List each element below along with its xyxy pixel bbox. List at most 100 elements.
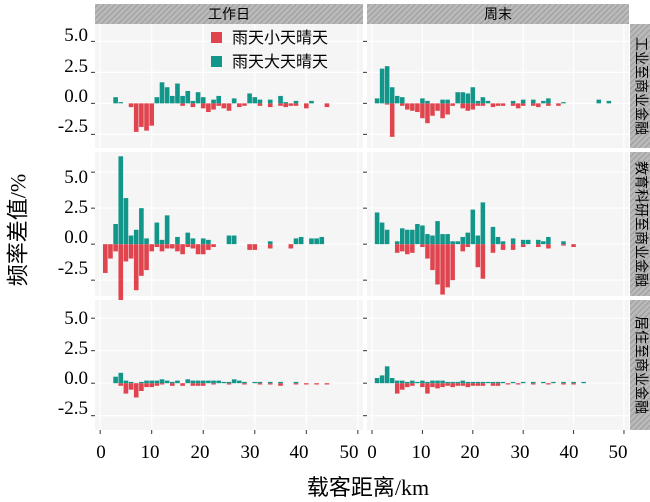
bar-r3c2-s1-x8 (410, 383, 415, 386)
bar-r3c2-s1-x13 (435, 383, 440, 389)
bar-r3c2-s2-x23 (485, 381, 491, 384)
bar-r2c2-s2-x13 (435, 221, 440, 245)
bar-r3c2-s2-x24 (490, 381, 496, 384)
y-axis-title: 频率差值/% (6, 174, 31, 286)
x-tick-label-c2-30: 30 (511, 442, 530, 463)
bar-r2c1-s2-x17 (185, 232, 191, 245)
bar-r2c2-s2-x30 (520, 239, 526, 245)
bar-r1c2-s2-x17 (455, 92, 460, 104)
bar-r1c2-s1-x24 (490, 103, 496, 108)
bar-r2c2-s2-x11 (425, 234, 430, 245)
legend-label-heavy-rain: 雨天大天晴天 (232, 53, 328, 71)
bar-r1c1-s2-x18 (190, 100, 196, 104)
strip-label-row-3: 居住至商业金融 (633, 316, 649, 414)
bar-r3c2-s1-x15 (445, 383, 450, 386)
bar-r1c2-s1-x12 (430, 103, 435, 116)
y-tick-label-r1-5: 5.0 (64, 25, 88, 46)
bar-r1c1-s2-x3 (113, 97, 118, 104)
strip-label-row-1: 工业至商业金融 (633, 37, 649, 135)
bar-r1c1-s1-x10 (149, 103, 155, 126)
bar-r2c2-s2-x3 (384, 229, 390, 245)
bar-r2c1-s1-x18 (190, 244, 196, 249)
bar-r3c1-s1-x11 (154, 383, 160, 386)
bar-r2c2-s1-x13 (435, 244, 440, 285)
bar-r3c1-s2-x15 (175, 380, 180, 384)
bar-r2c2-s1-x22 (480, 244, 486, 279)
strip-row-3 (630, 300, 650, 430)
bar-r3c1-s2-x31 (257, 381, 263, 384)
bar-r2c1-s1-x17 (185, 244, 191, 248)
bar-r3c2-s2-x17 (455, 381, 460, 384)
bar-r3c2-s2-x9 (415, 381, 420, 384)
bar-r2c2-s1-x26 (500, 244, 506, 250)
bar-r1c2-s1-x6 (400, 103, 405, 106)
bar-r1c2-s2-x11 (425, 100, 430, 104)
bar-r1c2-s1-x22 (480, 103, 486, 106)
bar-r1c1-s1-x37 (288, 103, 294, 106)
bar-r1c2-s2-x18 (460, 92, 465, 104)
x-tick-label-c2-10: 10 (412, 442, 431, 463)
bar-r1c1-s2-x4 (118, 102, 124, 104)
bar-r2c2-s2-x21 (475, 235, 481, 245)
bar-r1c1-s1-x18 (190, 103, 196, 108)
bar-r3c2-s1-x7 (405, 383, 410, 388)
bar-r2c1-s2-x42 (314, 238, 319, 245)
bar-r2c1-s2-x15 (175, 236, 180, 245)
bar-r1c1-s1-x7 (133, 103, 139, 132)
y-tick-label-r2-5: 5.0 (64, 167, 88, 188)
bar-r3c2-s2-x13 (435, 380, 440, 384)
bar-r3c1-s1-x42 (314, 383, 319, 385)
bar-r1c2-s1-x3 (384, 103, 390, 105)
strip-col-1 (95, 4, 363, 24)
bar-r2c2-s2-x17 (455, 241, 460, 245)
bar-r2c2-s2-x1 (374, 212, 380, 245)
bar-r1c2-s1-x4 (389, 103, 395, 137)
bar-r1c1-s1-x22 (211, 103, 216, 110)
bar-r1c2-s1-x21 (475, 103, 481, 106)
bar-r1c1-s2-x41 (309, 100, 314, 104)
bar-r2c2-s1-x11 (425, 244, 430, 259)
bar-r1c2-s2-x35 (546, 98, 551, 104)
bar-r1c2-s1-x26 (500, 103, 506, 106)
y-tick-label-r3-0: 0.0 (64, 368, 88, 389)
bar-r2c2-s2-x7 (405, 229, 410, 245)
bar-r3c1-s2-x27 (236, 380, 242, 384)
bar-r3c1-s1-x16 (180, 383, 185, 386)
bar-r3c2-s2-x10 (420, 380, 425, 384)
bar-r3c2-s2-x38 (561, 381, 566, 384)
bar-r3c2-s1-x17 (455, 383, 460, 386)
bar-r2c2-s1-x12 (430, 244, 435, 271)
bar-r1c2-s2-x15 (445, 99, 450, 104)
bar-r2c1-s1-x4 (118, 244, 124, 304)
bar-r2c1-s2-x26 (231, 235, 237, 245)
bar-r1c1-s1-x28 (242, 103, 247, 106)
bar-r1c1-s1-x38 (293, 103, 299, 106)
bar-r1c1-s2-x23 (216, 95, 222, 104)
bar-r2c1-s1-x20 (200, 244, 206, 255)
bar-r1c2-s2-x1 (374, 98, 380, 104)
bar-r3c1-s2-x22 (211, 380, 216, 384)
bar-r3c1-s2-x19 (195, 380, 201, 384)
bar-r3c2-s1-x11 (425, 383, 430, 394)
bar-r1c1-s2-x13 (164, 87, 170, 104)
bar-r2c1-s2-x9 (144, 238, 149, 245)
y-tick-label-r2-neg-2-5: -2.5 (58, 258, 88, 279)
bar-r2c2-s1-x10 (420, 244, 425, 248)
bar-r3c2-s2-x15 (445, 381, 450, 384)
strip-label-row-2: 教育科研至商业金融 (633, 161, 649, 287)
bar-r1c2-s1-x15 (445, 103, 450, 115)
bar-r2c1-s1-x30 (252, 244, 258, 250)
bar-r3c1-s1-x18 (190, 383, 196, 386)
bar-r2c1-s1-x14 (169, 244, 175, 249)
bar-r1c1-s2-x14 (169, 95, 175, 104)
bar-r3c1-s1-x35 (278, 383, 283, 386)
bar-r3c2-s1-x25 (495, 383, 501, 386)
bar-r2c1-s2-x21 (206, 239, 211, 245)
strip-row-2 (630, 152, 650, 296)
bar-r3c1-s2-x18 (190, 380, 196, 384)
bar-r1c2-s1-x29 (515, 103, 521, 109)
bar-r2c1-s2-x43 (319, 236, 325, 245)
bar-r2c1-s1-x10 (149, 244, 155, 252)
bar-r3c2-s2-x7 (405, 381, 410, 384)
bar-r1c1-s1-x44 (324, 103, 330, 108)
